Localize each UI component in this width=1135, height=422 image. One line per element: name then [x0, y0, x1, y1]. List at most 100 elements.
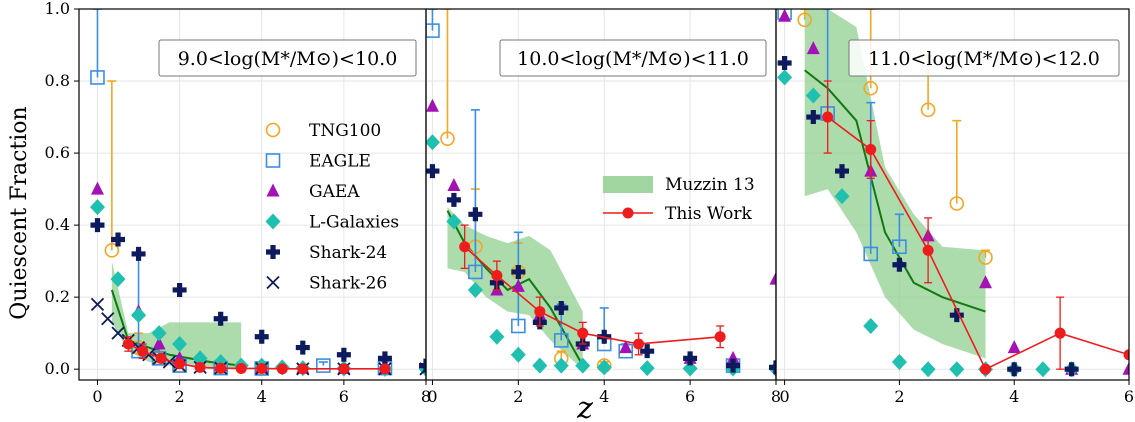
legend-marker — [265, 122, 281, 138]
data-point — [596, 359, 612, 376]
data-point — [336, 347, 351, 362]
legend-marker — [266, 275, 280, 290]
legend-label: Muzzin 13 — [665, 175, 755, 195]
x-tick-label: 2 — [513, 387, 523, 406]
data-point — [254, 329, 269, 344]
data-point — [892, 239, 907, 255]
data-point — [805, 87, 821, 104]
data-point — [1007, 362, 1022, 377]
data-point — [316, 358, 331, 373]
data-point — [446, 213, 462, 230]
series-this-work — [822, 80, 1129, 375]
legend-marker — [265, 213, 281, 230]
data-point — [491, 270, 503, 282]
data-point — [104, 243, 120, 258]
data-point — [459, 241, 471, 253]
data-point — [213, 311, 228, 326]
legend-marker — [266, 245, 280, 259]
panel-title-frame — [158, 39, 417, 77]
data-point — [554, 300, 569, 315]
data-point — [111, 232, 126, 247]
legend-label: L-Galaxies — [309, 213, 399, 233]
data-point — [1054, 327, 1066, 339]
data-point — [949, 361, 965, 378]
y-tick-label: 0.6 — [45, 143, 70, 162]
panel-title: 9.0<log(M*/M⊙)<10.0 — [178, 48, 398, 70]
series-shark-24 — [90, 218, 426, 373]
data-point — [90, 218, 105, 233]
data-point — [806, 110, 821, 125]
y-tick-label: 0.8 — [45, 71, 70, 90]
legend-label: Shark-24 — [309, 243, 387, 263]
data-point — [256, 362, 268, 374]
panel-title-frame — [499, 39, 767, 77]
data-point — [172, 335, 188, 352]
data-point — [155, 352, 167, 364]
data-point — [89, 199, 105, 216]
data-point — [865, 143, 877, 155]
y-axis-label: Quiescent Fraction — [7, 106, 32, 319]
data-point — [426, 23, 440, 38]
data-point — [726, 358, 741, 373]
legend-label: TNG100 — [309, 121, 381, 141]
data-point — [110, 271, 126, 288]
data-point — [489, 328, 505, 345]
data-point — [468, 264, 483, 280]
data-point — [276, 363, 288, 375]
data-point — [863, 246, 879, 262]
data-point — [1035, 361, 1051, 378]
data-point — [510, 346, 526, 363]
data-point — [553, 357, 569, 374]
legend-marker — [266, 183, 280, 197]
x-tick-label: 8 — [771, 387, 781, 406]
data-point — [980, 363, 992, 375]
panel-title: 11.0<log(M*/M⊙)<12.0 — [868, 48, 1100, 70]
data-point — [379, 363, 391, 375]
data-point — [90, 297, 105, 311]
legend-label: EAGLE — [309, 152, 371, 172]
data-point — [447, 177, 461, 191]
data-point — [101, 312, 115, 326]
legend-band-swatch — [603, 176, 653, 193]
legend-marker — [622, 207, 634, 219]
data-point — [777, 56, 792, 71]
data-point — [1122, 361, 1129, 375]
data-point — [215, 362, 227, 374]
plot-area — [426, 9, 776, 377]
x-tick-label: 4 — [257, 387, 267, 406]
data-point — [949, 308, 964, 323]
data-point — [137, 345, 149, 357]
x-tick-label: 0 — [427, 387, 437, 406]
data-point — [174, 358, 186, 370]
data-point — [949, 196, 965, 211]
data-point — [1123, 349, 1129, 361]
legend-label: Shark-26 — [309, 274, 387, 294]
x-tick-label: 2 — [894, 387, 904, 406]
data-point — [235, 362, 247, 374]
plot-area — [89, 9, 426, 377]
x-tick-label: 0 — [92, 387, 102, 406]
data-point — [297, 363, 309, 375]
panel-title-box: 11.0<log(M*/M⊙)<12.0 — [848, 39, 1120, 77]
panel-title-box: 10.0<log(M*/M⊙)<11.0 — [499, 39, 767, 77]
data-point — [440, 131, 455, 146]
data-point — [338, 363, 350, 375]
panel-2: 0 2 4 6 8 10.0<log(M*/M⊙)<11.0 Muzzin 13 This W… — [425, 8, 781, 406]
data-point — [769, 271, 776, 285]
data-point — [619, 340, 633, 354]
y-tick-label: 0.4 — [45, 215, 70, 234]
data-point — [511, 278, 525, 292]
data-point — [979, 275, 993, 289]
data-point — [863, 80, 879, 96]
data-point — [172, 282, 187, 297]
legend-marker — [265, 153, 281, 168]
muzzin-band — [804, 9, 986, 359]
this-work-line — [827, 116, 1129, 371]
data-point — [863, 317, 879, 334]
data-point — [769, 360, 776, 375]
data-point — [152, 336, 166, 350]
data-point — [553, 333, 569, 348]
data-point — [511, 264, 526, 279]
data-point — [151, 325, 167, 342]
